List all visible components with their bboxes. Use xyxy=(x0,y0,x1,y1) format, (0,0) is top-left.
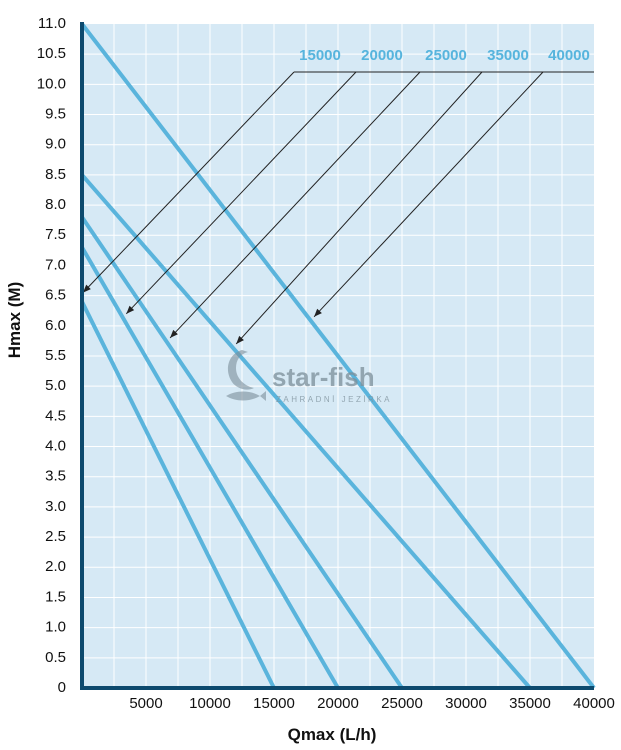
series-line-15000 xyxy=(80,300,276,689)
y-tick-label: 9.0 xyxy=(45,136,66,153)
y-tick-label: 2.0 xyxy=(45,558,66,575)
series-line-25000 xyxy=(80,216,404,690)
legend-leader-40000 xyxy=(313,71,594,318)
y-tick-label: 8.0 xyxy=(45,196,66,213)
x-tick-label: 20000 xyxy=(317,695,359,712)
y-tick-label: 3.0 xyxy=(45,498,66,515)
watermark: star-fish ZAHRADNÍ JEZÍRKA xyxy=(226,350,392,404)
y-tick-label: 10.0 xyxy=(37,75,66,92)
legend-leaders xyxy=(82,71,594,345)
x-tick-label: 15000 xyxy=(253,695,295,712)
legend-label-15000: 15000 xyxy=(299,47,341,64)
x-tick-label: 25000 xyxy=(381,695,423,712)
x-tick-label: 10000 xyxy=(189,695,231,712)
watermark-subtitle: ZAHRADNÍ JEZÍRKA xyxy=(276,395,392,404)
y-tick-label: 11.0 xyxy=(38,15,66,32)
axes xyxy=(80,22,594,690)
legend-label-40000: 40000 xyxy=(548,47,590,64)
legend-label-20000: 20000 xyxy=(361,47,403,64)
y-tick-labels: 0 0.5 1.0 1.5 2.0 2.5 3.0 3.5 4.0 4.5 5.0 5.5 6.0 6.5… xyxy=(37,15,66,696)
y-tick-label: 0 xyxy=(58,679,66,696)
x-tick-label: 35000 xyxy=(509,695,551,712)
y-tick-label: 3.5 xyxy=(45,468,66,485)
y-axis-title: Hmax (M) xyxy=(5,282,24,359)
y-tick-label: 4.0 xyxy=(45,438,66,455)
y-tick-label: 1.0 xyxy=(45,619,66,636)
y-tick-label: 1.5 xyxy=(45,588,66,605)
y-tick-label: 7.5 xyxy=(45,226,66,243)
series-lines xyxy=(80,22,596,690)
y-tick-label: 2.5 xyxy=(45,528,66,545)
y-tick-label: 7.0 xyxy=(45,256,66,273)
y-tick-label: 9.5 xyxy=(45,106,66,123)
y-tick-label: 5.0 xyxy=(45,377,66,394)
series-line-35000 xyxy=(80,173,532,690)
y-tick-label: 0.5 xyxy=(45,649,66,666)
y-tick-label: 5.5 xyxy=(45,347,66,364)
legend: 15000 20000 25000 35000 40000 xyxy=(299,47,590,64)
legend-label-25000: 25000 xyxy=(425,47,467,64)
y-tick-label: 8.5 xyxy=(45,166,66,183)
y-tick-label: 6.5 xyxy=(45,287,66,304)
x-tick-label: 30000 xyxy=(445,695,487,712)
x-tick-label: 40000 xyxy=(573,695,615,712)
y-tick-label: 4.5 xyxy=(45,407,66,424)
y-tick-label: 6.0 xyxy=(45,317,66,334)
x-tick-label: 5000 xyxy=(129,695,162,712)
series-line-40000 xyxy=(80,22,596,690)
fish-logo-icon xyxy=(226,350,266,401)
x-axis-title: Qmax (L/h) xyxy=(288,725,377,744)
y-tick-label: 10.5 xyxy=(37,45,66,62)
series-line-20000 xyxy=(80,246,340,690)
legend-label-35000: 35000 xyxy=(487,47,529,64)
watermark-title: star-fish xyxy=(272,362,375,392)
x-tick-labels: 5000 10000 15000 20000 25000 30000 35000 40000 xyxy=(129,695,615,712)
